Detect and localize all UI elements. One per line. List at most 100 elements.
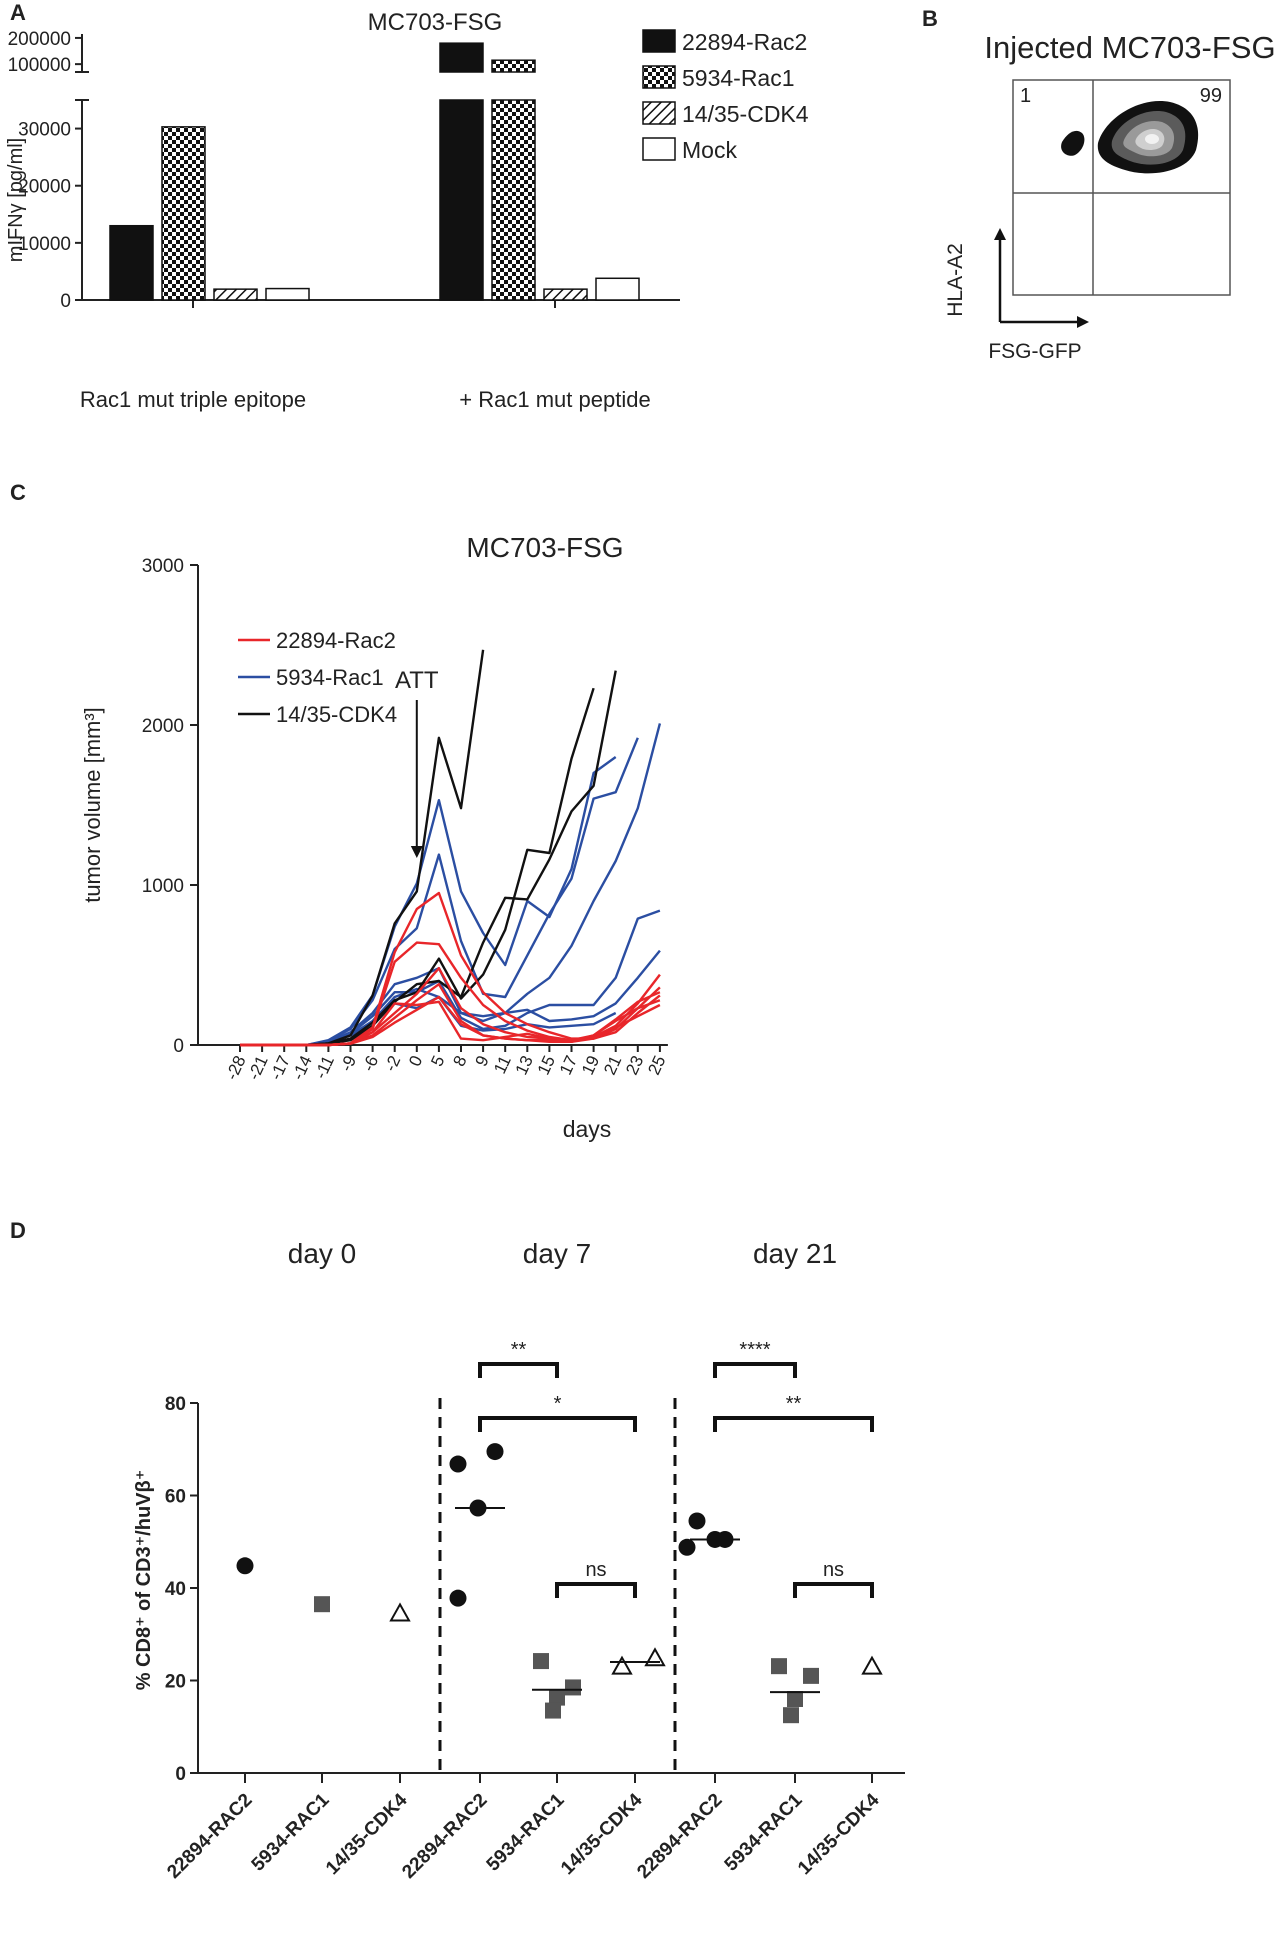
chart-d-point-square bbox=[787, 1691, 803, 1707]
chart-d-point-square bbox=[803, 1667, 819, 1684]
significance-bracket bbox=[713, 1362, 797, 1378]
panel-label-c: C bbox=[10, 480, 26, 505]
chart-d-point-square bbox=[314, 1596, 330, 1613]
chart-c-xtick-label: -2 bbox=[381, 1053, 405, 1075]
chart-d-points bbox=[236, 1443, 883, 1724]
y-arrow-head bbox=[994, 228, 1006, 240]
chart-d-point-triangle bbox=[389, 1602, 411, 1622]
chart-a-legend-label: 22894-Rac2 bbox=[682, 29, 807, 55]
group-label-day0: day 0 bbox=[288, 1238, 357, 1269]
chart-a-bar bbox=[161, 126, 206, 301]
chart-a-ylabel: mIFNγ [pg/ml] bbox=[5, 138, 27, 262]
chart-c-xtick-label: 5 bbox=[427, 1053, 448, 1070]
chart-d-ylabel: % CD8⁺ of CD3⁺/huVβ⁺ bbox=[133, 1470, 155, 1691]
chart-d-point-circle bbox=[449, 1589, 467, 1607]
chart-c-xtick-label: 23 bbox=[622, 1053, 647, 1078]
chart-d-point-triangle bbox=[861, 1655, 883, 1675]
significance-bracket bbox=[713, 1416, 874, 1432]
chart-a-legend-label: Mock bbox=[682, 137, 737, 163]
chart-a-ytick-label: 100000 bbox=[8, 55, 71, 76]
chart-d-ytick-label: 60 bbox=[165, 1487, 186, 1508]
x-arrow-head bbox=[1077, 316, 1089, 328]
chart-d-xtick-label: 5934-RAC1 bbox=[483, 1789, 569, 1875]
att-annotation: ATT bbox=[395, 667, 439, 858]
chart-a-bar bbox=[265, 287, 310, 301]
chart-c-ytick-label: 2000 bbox=[142, 716, 184, 737]
chart-c-xtick-label: 11 bbox=[490, 1053, 515, 1077]
chart-a-bars bbox=[109, 42, 640, 301]
chart-c-xtick-label: 25 bbox=[644, 1053, 669, 1078]
chart-c-xlabel: days bbox=[563, 1116, 612, 1142]
chart-a-legend: 22894-Rac2 5934-Rac1 14/35-CDK4 Mock bbox=[642, 29, 809, 163]
chart-a-category-0: Rac1 mut triple epitope bbox=[80, 387, 306, 412]
bar-chart-a: MC703-FSG mIFNγ [pg/ml] Rac1 mut triple … bbox=[5, 9, 809, 412]
chart-d-axes: 02040608022894-RAC25934-RAC114/35-CDK422… bbox=[163, 1394, 905, 1883]
chart-c-xtick-label: 0 bbox=[405, 1053, 426, 1070]
chart-a-ytick-label: 30000 bbox=[18, 120, 71, 141]
chart-d-xtick-label: 5934-RAC1 bbox=[721, 1789, 807, 1875]
significance-bracket bbox=[478, 1416, 637, 1432]
chart-a-bar bbox=[439, 99, 484, 301]
chart-d-point-square bbox=[533, 1653, 549, 1670]
chart-b-ylabel: HLA-A2 bbox=[944, 243, 967, 317]
chart-c-xtick-label: -17 bbox=[266, 1053, 294, 1083]
chart-a-axes: 0 10000 20000 30000 100000 200000 bbox=[8, 29, 680, 312]
chart-a-title: MC703-FSG bbox=[368, 9, 503, 36]
chart-a-legend-label: 14/35-CDK4 bbox=[682, 101, 809, 127]
att-arrow-head bbox=[410, 846, 423, 858]
significance-bracket bbox=[555, 1582, 637, 1598]
quadrant-label-top-right: 99 bbox=[1200, 85, 1222, 107]
chart-c-xtick-label: 21 bbox=[600, 1053, 625, 1078]
chart-d-xtick-label: 5934-RAC1 bbox=[248, 1789, 334, 1875]
chart-c-ytick-label: 3000 bbox=[142, 556, 184, 577]
chart-c-legend-label: 5934-Rac1 bbox=[276, 665, 384, 690]
chart-d-xtick-label: 14/35-CDK4 bbox=[322, 1789, 412, 1879]
chart-c-xtick-label: -9 bbox=[337, 1053, 361, 1075]
chart-a-ytick-label: 10000 bbox=[18, 234, 71, 255]
chart-d-point-square bbox=[565, 1679, 581, 1696]
significance-label: ns bbox=[585, 1559, 606, 1581]
gfp-negative-population bbox=[1061, 130, 1085, 156]
chart-c-ylabel: tumor volume [mm³] bbox=[80, 707, 105, 903]
significance-label: ** bbox=[511, 1339, 527, 1361]
chart-c-xtick-label: -14 bbox=[288, 1053, 316, 1083]
group-label-day7: day 7 bbox=[523, 1238, 592, 1269]
att-label: ATT bbox=[395, 667, 439, 694]
chart-c-xtick-label: -21 bbox=[244, 1053, 272, 1083]
flow-plot-b: Injected MC703-FSG 1 99 HLA-A2 FSG-GFP bbox=[944, 30, 1276, 363]
chart-a-legend-label: 5934-Rac1 bbox=[682, 65, 795, 91]
quadrant-label-top-left: 1 bbox=[1020, 85, 1031, 107]
chart-a-bar bbox=[491, 99, 536, 301]
chart-a-bar bbox=[543, 288, 588, 301]
chart-a-ytick-label: 20000 bbox=[18, 177, 71, 198]
chart-a-ytick-label: 200000 bbox=[8, 29, 71, 50]
chart-a-legend-swatch bbox=[642, 101, 676, 125]
chart-c-xtick-label: 17 bbox=[556, 1053, 581, 1078]
chart-d-point-circle bbox=[236, 1557, 254, 1575]
chart-c-xtick-label: 9 bbox=[472, 1053, 493, 1070]
chart-a-ytick-label: 0 bbox=[60, 291, 71, 312]
chart-d-ytick-label: 0 bbox=[175, 1764, 186, 1785]
panel-label-d: D bbox=[10, 1218, 26, 1243]
chart-d-point-circle bbox=[486, 1443, 504, 1461]
chart-c-xtick-label: 8 bbox=[449, 1053, 470, 1070]
chart-c-xtick-label: 15 bbox=[534, 1053, 559, 1078]
significance-label: * bbox=[554, 1393, 562, 1415]
chart-c-title: MC703-FSG bbox=[466, 532, 623, 563]
chart-c-xtick-label: -6 bbox=[359, 1053, 383, 1075]
chart-d-point-circle bbox=[688, 1512, 706, 1530]
line-chart-c: MC703-FSG tumor volume [mm³] days 0 1000 2… bbox=[80, 532, 670, 1142]
chart-a-bar-upper bbox=[439, 42, 484, 73]
chart-b-title: Injected MC703-FSG bbox=[984, 30, 1275, 65]
chart-c-legend-label: 22894-Rac2 bbox=[276, 628, 396, 653]
chart-a-bar bbox=[109, 224, 154, 301]
chart-c-ytick-label: 1000 bbox=[142, 876, 184, 897]
chart-d-xtick-label: 22894-RAC2 bbox=[633, 1790, 726, 1883]
chart-a-bar bbox=[595, 277, 640, 301]
chart-c-lines bbox=[240, 649, 662, 1047]
chart-d-xtick-label: 14/35-CDK4 bbox=[557, 1789, 647, 1879]
chart-d-point-square bbox=[545, 1702, 561, 1719]
chart-a-bar bbox=[213, 288, 258, 301]
significance-label: **** bbox=[739, 1339, 770, 1361]
chart-a-legend-swatch bbox=[642, 137, 676, 161]
